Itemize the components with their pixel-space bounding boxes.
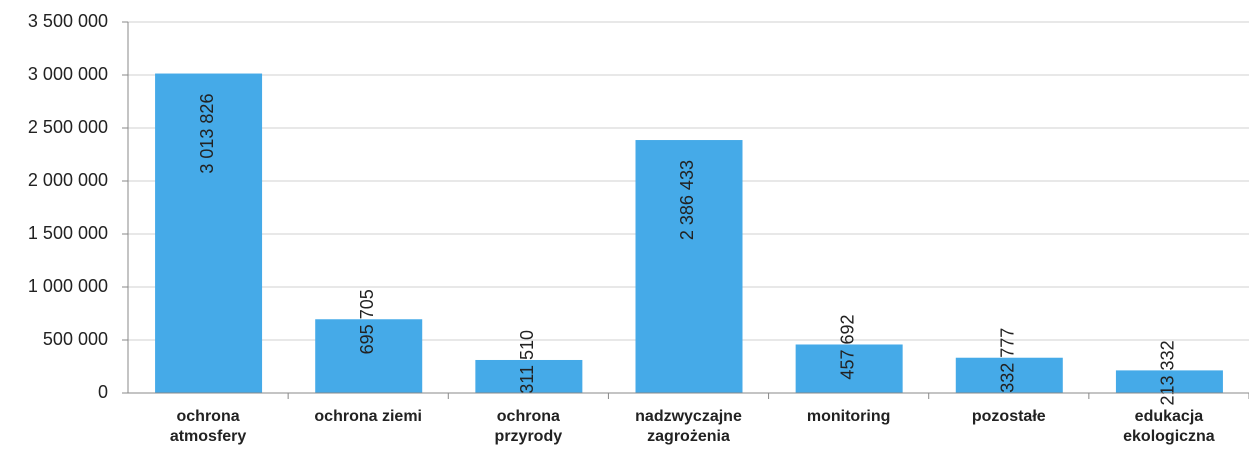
y-tick-label: 2 500 000 — [28, 117, 108, 137]
bar — [155, 73, 263, 393]
x-tick-label: nadzwyczajne zagrożenia — [635, 408, 742, 445]
x-tick-label: edukacja ekologiczna — [1123, 408, 1215, 445]
y-tick-label: 3 500 000 — [28, 11, 108, 31]
bar — [635, 140, 743, 393]
y-tick-label: 3 000 000 — [28, 64, 108, 84]
bar — [795, 344, 903, 393]
x-tick-label: ochrona przyrody — [494, 408, 563, 445]
x-tick-label: monitoring — [806, 408, 891, 425]
value-label: 213 332 — [1158, 340, 1178, 405]
value-label: 332 777 — [998, 328, 1018, 393]
value-label: 695 705 — [357, 289, 377, 354]
x-tick-label: ochrona ziemi — [314, 408, 422, 425]
bar — [315, 319, 423, 393]
bar — [955, 357, 1063, 393]
y-tick-label: 1 000 000 — [28, 276, 108, 296]
y-tick-label: 2 000 000 — [28, 170, 108, 190]
value-label: 2 386 433 — [677, 160, 697, 240]
x-tick-label: ochrona atmosfery — [169, 408, 247, 445]
y-tick-label: 0 — [98, 382, 108, 402]
value-label: 311 510 — [517, 330, 537, 394]
y-tick-label: 500 000 — [43, 329, 108, 349]
value-label: 457 692 — [837, 314, 857, 379]
bar — [1115, 370, 1223, 393]
bar — [475, 359, 583, 393]
value-label: 3 013 826 — [197, 94, 217, 174]
y-tick-label: 1 500 000 — [28, 223, 108, 243]
x-tick-label: pozostałe — [971, 408, 1046, 425]
